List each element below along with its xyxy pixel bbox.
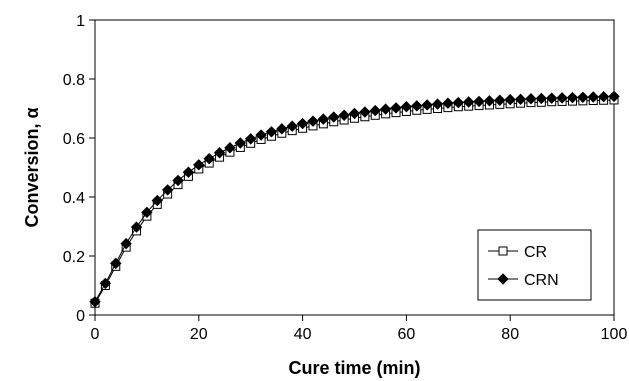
data-point-crn	[525, 93, 537, 105]
data-point-crn	[504, 93, 516, 106]
data-point-crn	[151, 194, 163, 207]
data-point-crn	[234, 137, 247, 149]
data-point-crn	[587, 91, 599, 103]
data-point-crn	[546, 92, 558, 104]
data-point-crn	[577, 91, 589, 103]
data-point-crn	[431, 98, 444, 110]
data-point-crn	[130, 221, 143, 233]
data-point-crn	[255, 129, 267, 141]
data-point-crn	[535, 92, 548, 105]
y-axis-title: Conversion, α	[22, 107, 42, 227]
data-point-crn	[338, 109, 350, 121]
data-point-crn	[462, 96, 475, 108]
data-point-crn	[141, 206, 153, 219]
data-point-crn	[411, 100, 423, 112]
data-point-crn	[89, 296, 101, 308]
y-tick-label: 0.8	[63, 72, 85, 89]
data-point-crn	[213, 147, 226, 159]
data-point-crn	[224, 142, 236, 154]
x-tick-label: 60	[398, 326, 416, 343]
data-point-crn	[473, 95, 485, 108]
data-point-crn	[494, 94, 506, 106]
data-point-crn	[483, 95, 496, 107]
y-tick-label: 0.4	[63, 190, 85, 207]
data-point-crn	[265, 126, 278, 138]
data-point-crn	[359, 106, 371, 118]
data-point-crn	[452, 96, 465, 109]
x-tick-label: 20	[190, 326, 208, 343]
y-tick-label: 0.2	[63, 249, 85, 266]
data-point-crn	[514, 93, 527, 106]
data-point-crn	[400, 101, 413, 113]
x-tick-label: 40	[294, 326, 312, 343]
data-point-crn	[276, 123, 288, 135]
data-point-crn	[307, 115, 319, 127]
data-point-crn	[120, 237, 132, 250]
legend: CR CRN	[477, 229, 592, 301]
data-point-crn	[379, 103, 392, 115]
data-point-crn	[390, 102, 402, 114]
data-point-crn	[172, 174, 184, 187]
data-point-crn	[286, 120, 298, 132]
data-point-crn	[348, 107, 361, 120]
x-axis-title: Cure time (min)	[288, 358, 420, 378]
legend-marker	[498, 246, 508, 256]
data-point-crn	[244, 133, 257, 145]
data-point-crn	[296, 117, 309, 130]
data-point-crn	[182, 166, 195, 178]
data-point-crn	[317, 113, 330, 125]
data-point-crn	[193, 159, 205, 171]
x-tick-label: 80	[501, 326, 519, 343]
x-tick-label: 0	[91, 326, 100, 343]
data-point-crn	[608, 90, 620, 103]
legend-box	[477, 229, 592, 301]
data-point-crn	[203, 152, 215, 165]
data-point-crn	[421, 99, 433, 111]
y-tick-label: 0	[76, 308, 85, 325]
y-tick-label: 1	[76, 13, 85, 30]
data-point-crn	[556, 92, 568, 104]
y-tick-label: 0.6	[63, 131, 85, 148]
data-point-crn	[566, 91, 579, 104]
data-point-crn	[328, 111, 340, 123]
legend-label: CR	[524, 244, 547, 261]
data-point-crn	[442, 97, 454, 109]
legend-label: CRN	[524, 272, 559, 289]
data-point-crn	[99, 277, 112, 290]
legend-marker	[497, 273, 509, 285]
data-point-crn	[597, 90, 610, 103]
x-tick-label: 100	[601, 326, 628, 343]
data-point-crn	[110, 257, 122, 270]
data-point-crn	[161, 184, 174, 196]
data-point-crn	[369, 104, 381, 117]
